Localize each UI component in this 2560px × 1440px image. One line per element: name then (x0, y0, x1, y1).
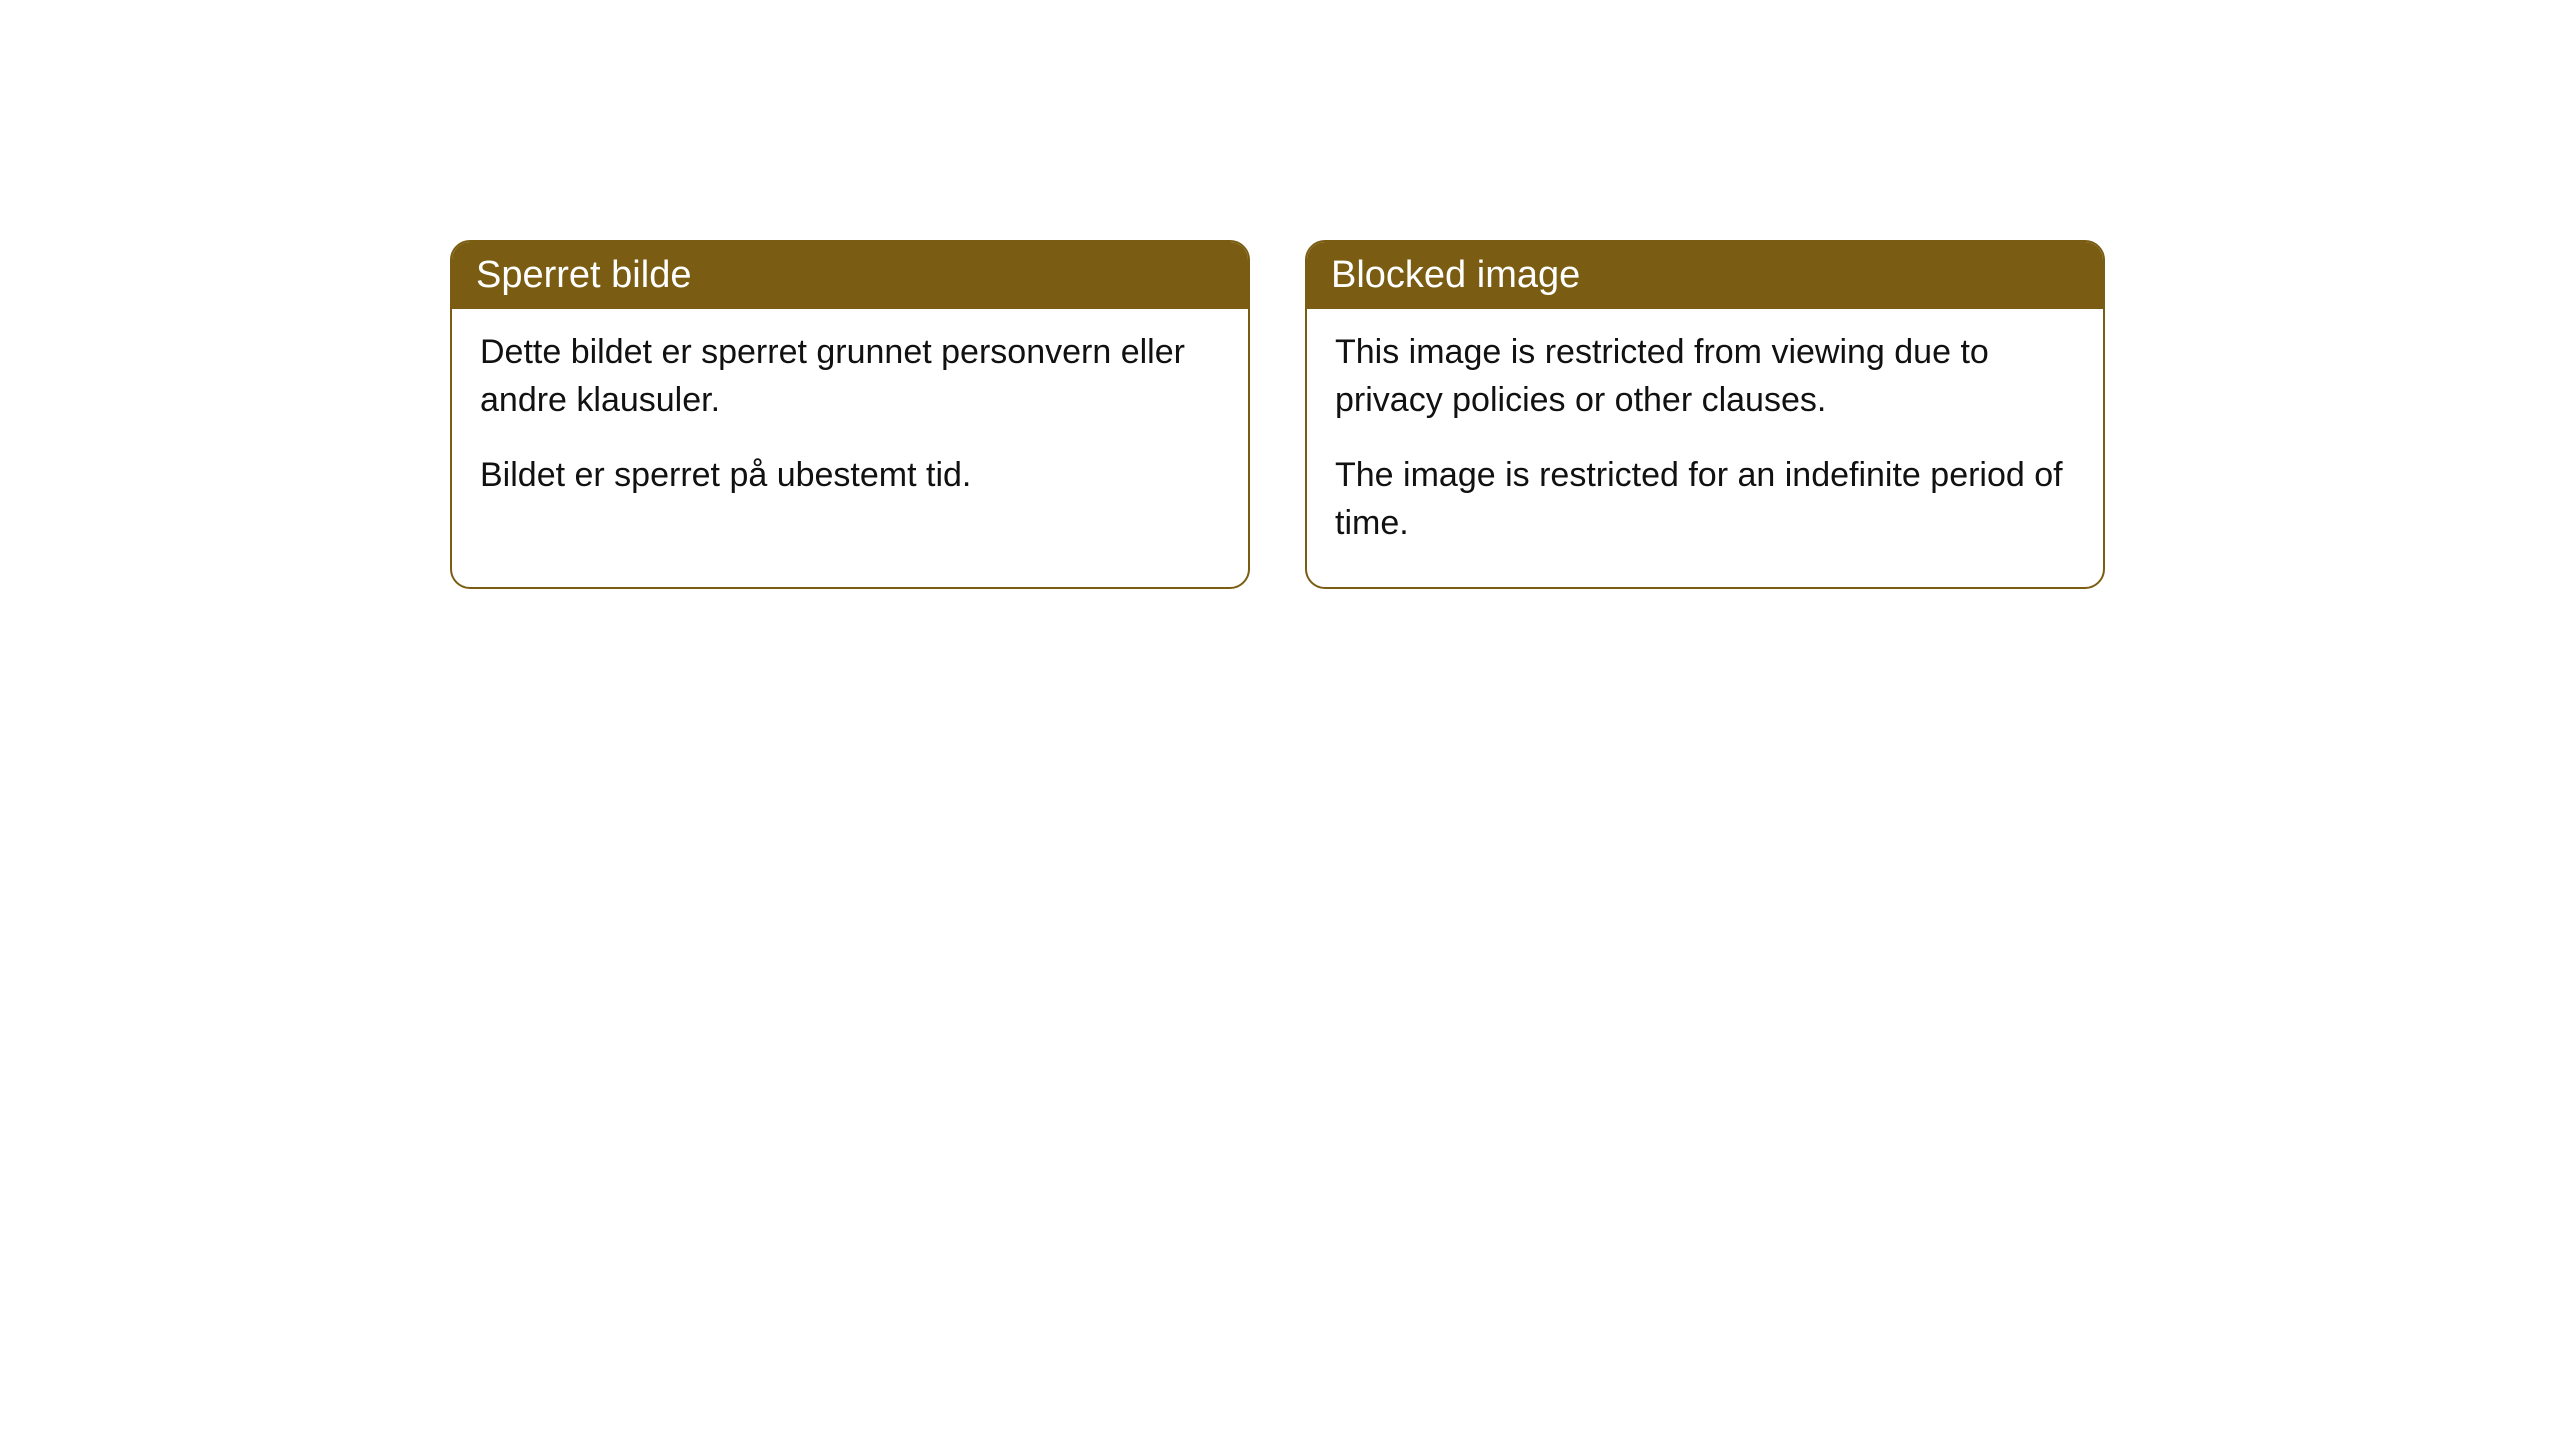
card-text-paragraph: Dette bildet er sperret grunnet personve… (480, 329, 1220, 424)
card-text-paragraph: Bildet er sperret på ubestemt tid. (480, 452, 1220, 500)
card-text-paragraph: This image is restricted from viewing du… (1335, 329, 2075, 424)
blocked-image-card-norwegian: Sperret bilde Dette bildet er sperret gr… (450, 240, 1250, 589)
blocked-image-card-english: Blocked image This image is restricted f… (1305, 240, 2105, 589)
card-header-norwegian: Sperret bilde (452, 242, 1248, 309)
card-text-paragraph: The image is restricted for an indefinit… (1335, 452, 2075, 547)
card-title: Sperret bilde (476, 254, 691, 296)
card-body-english: This image is restricted from viewing du… (1307, 309, 2103, 587)
card-header-english: Blocked image (1307, 242, 2103, 309)
card-title: Blocked image (1331, 254, 1580, 296)
cards-container: Sperret bilde Dette bildet er sperret gr… (450, 240, 2560, 589)
card-body-norwegian: Dette bildet er sperret grunnet personve… (452, 309, 1248, 540)
